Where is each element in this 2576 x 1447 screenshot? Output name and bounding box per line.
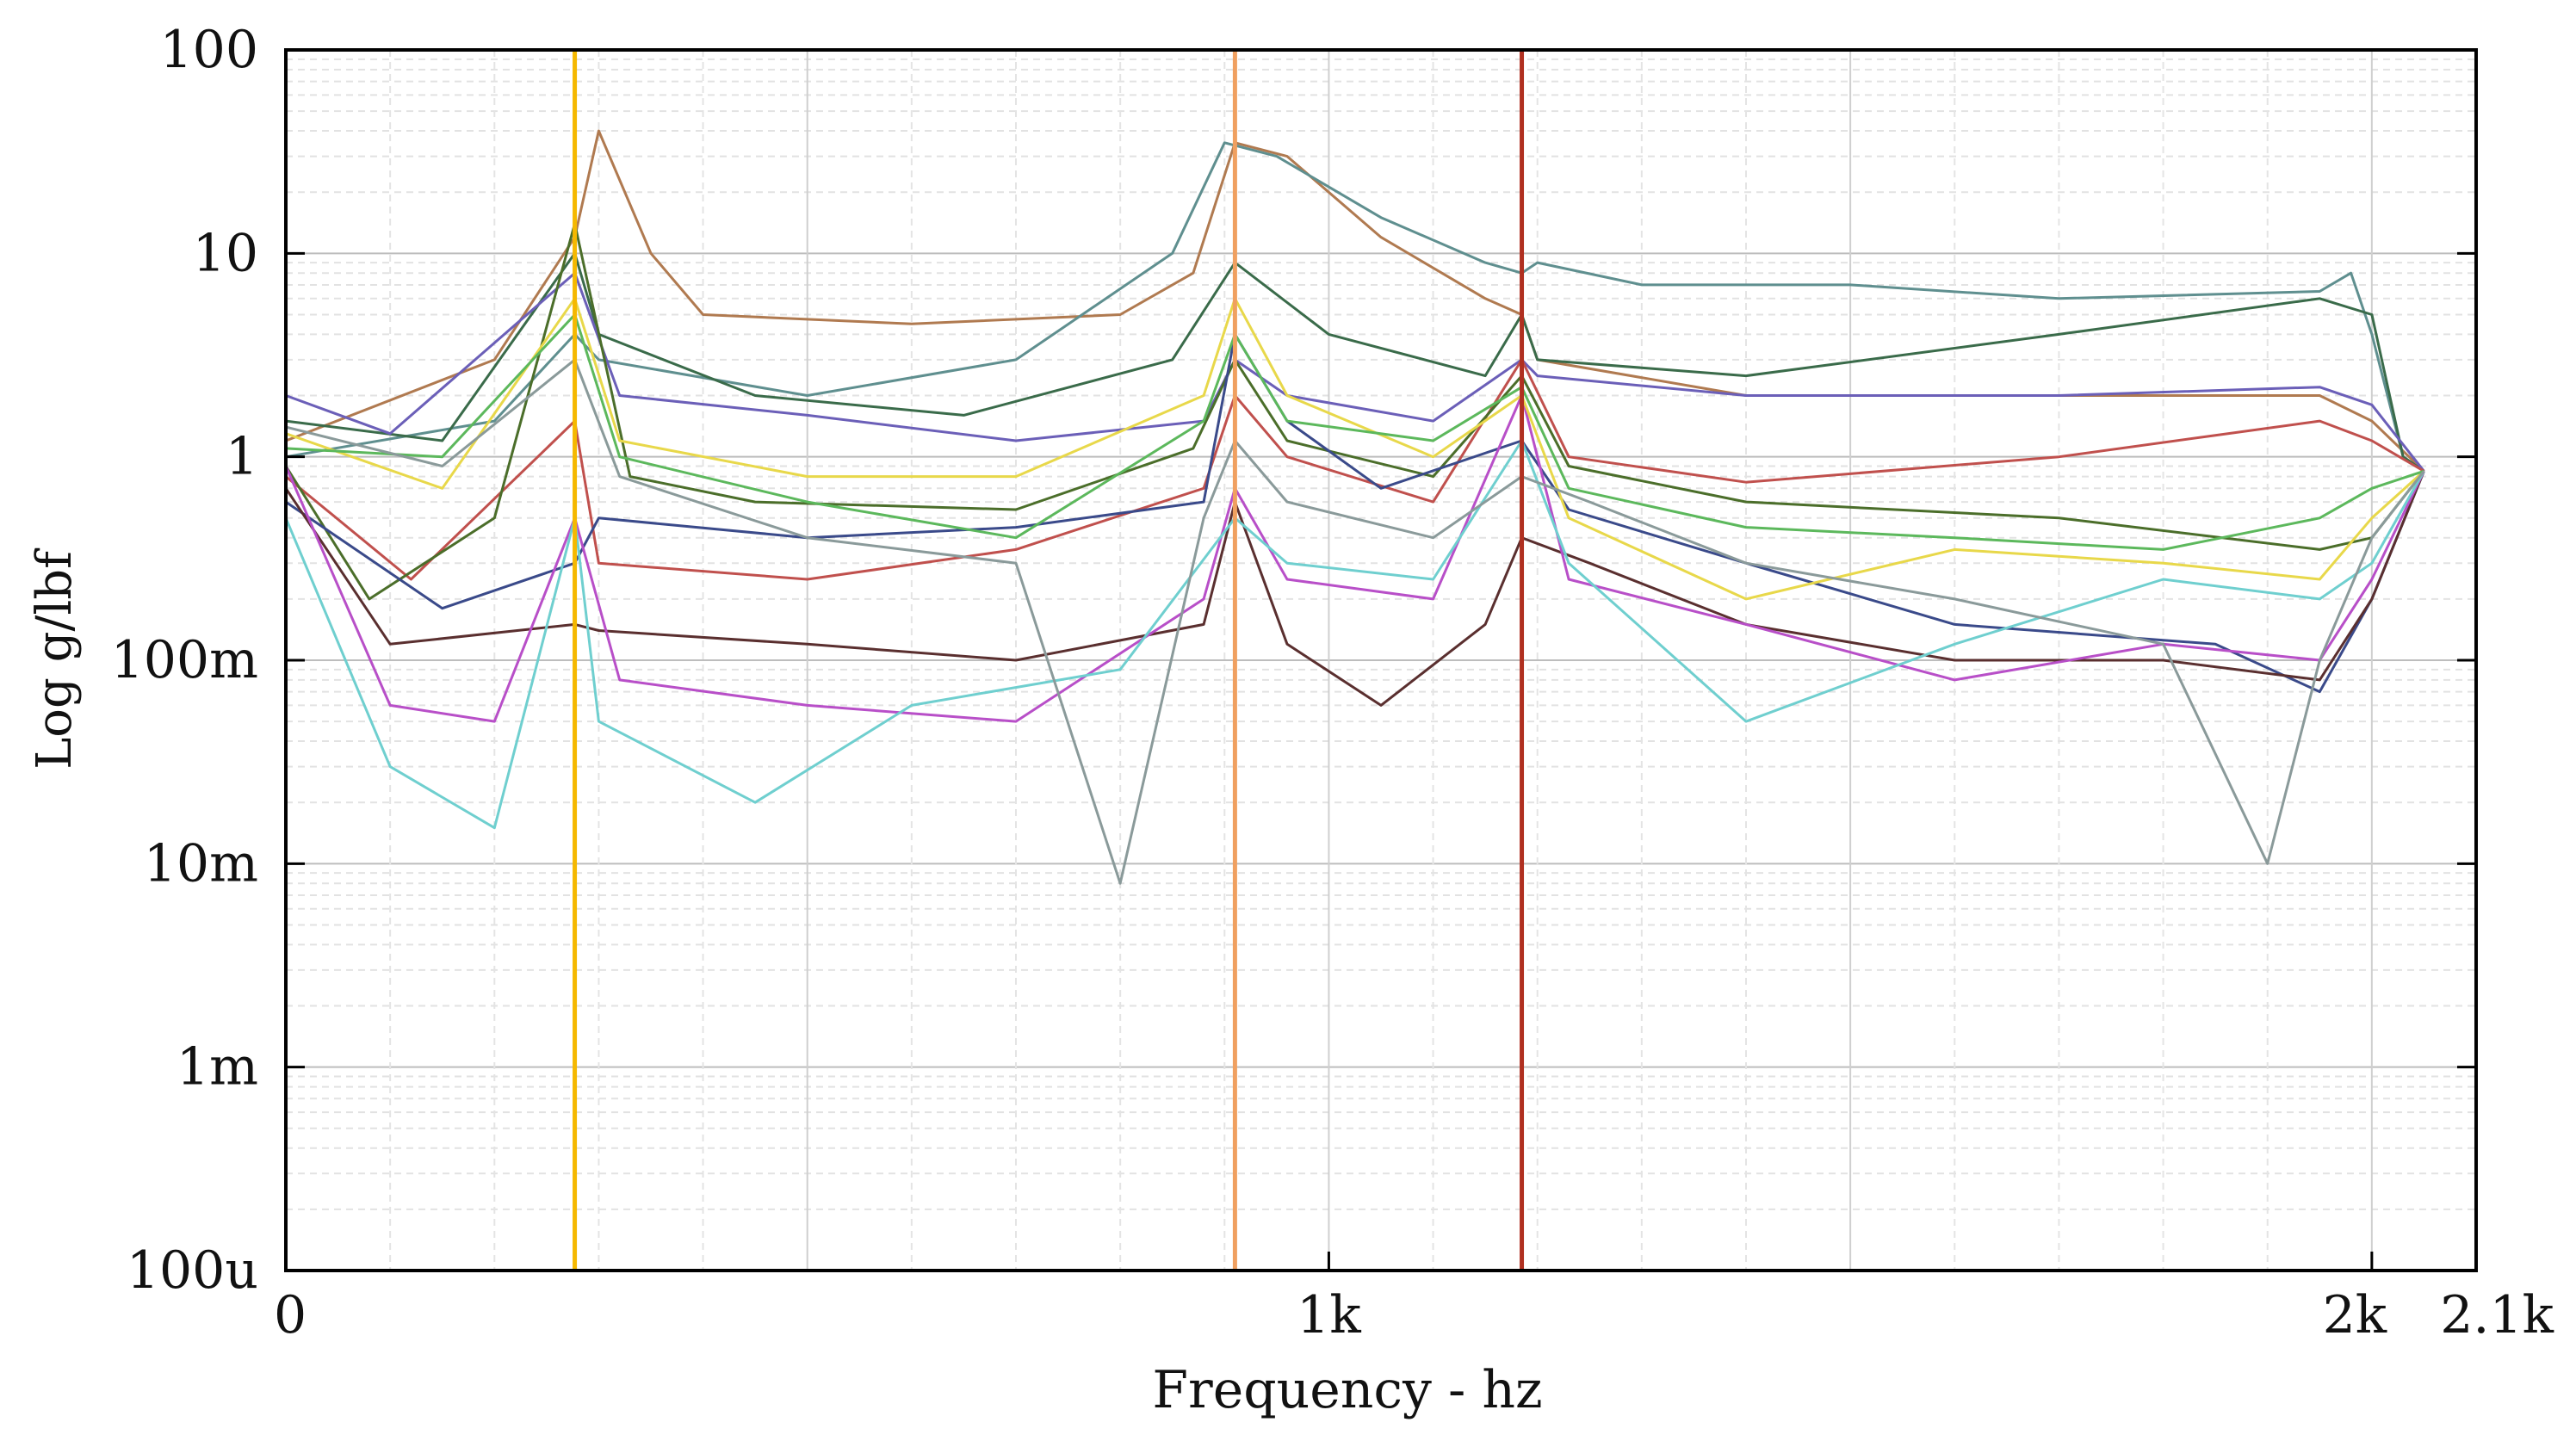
series-line-2: [285, 141, 2425, 473]
y-tick-label: 100m: [111, 630, 258, 690]
series-line-6: [284, 222, 2425, 601]
y-tick-label: 1m: [176, 1037, 258, 1098]
y-tick-label: 100u: [127, 1240, 258, 1301]
marker-layer: [573, 50, 1525, 1271]
series-line-11: [285, 297, 2425, 601]
tick-layer: 100 10 1 100m 10m 1m 100u 0 1k 2k 2.1k: [111, 20, 2554, 1345]
y-tick-label: 1: [226, 427, 258, 487]
series-line-5: [285, 358, 2425, 581]
y-tick-label: 100: [159, 20, 258, 80]
x-tick-label: 2k: [2323, 1285, 2387, 1345]
x-tick-label: 1k: [1297, 1285, 1361, 1345]
x-tick-label: 2.1k: [2440, 1285, 2554, 1345]
x-axis-label: Frequency - hz: [1152, 1360, 1542, 1420]
y-tick-label: 10: [193, 223, 258, 283]
series-layer: [284, 129, 2425, 885]
series-line-13: [285, 358, 2425, 885]
y-tick-label: 10m: [144, 833, 258, 894]
y-axis-label: Log g/lbf: [27, 547, 83, 770]
series-line-8: [284, 470, 2425, 707]
series-line-12: [285, 313, 2424, 551]
x-tick-label: 0: [274, 1285, 307, 1345]
